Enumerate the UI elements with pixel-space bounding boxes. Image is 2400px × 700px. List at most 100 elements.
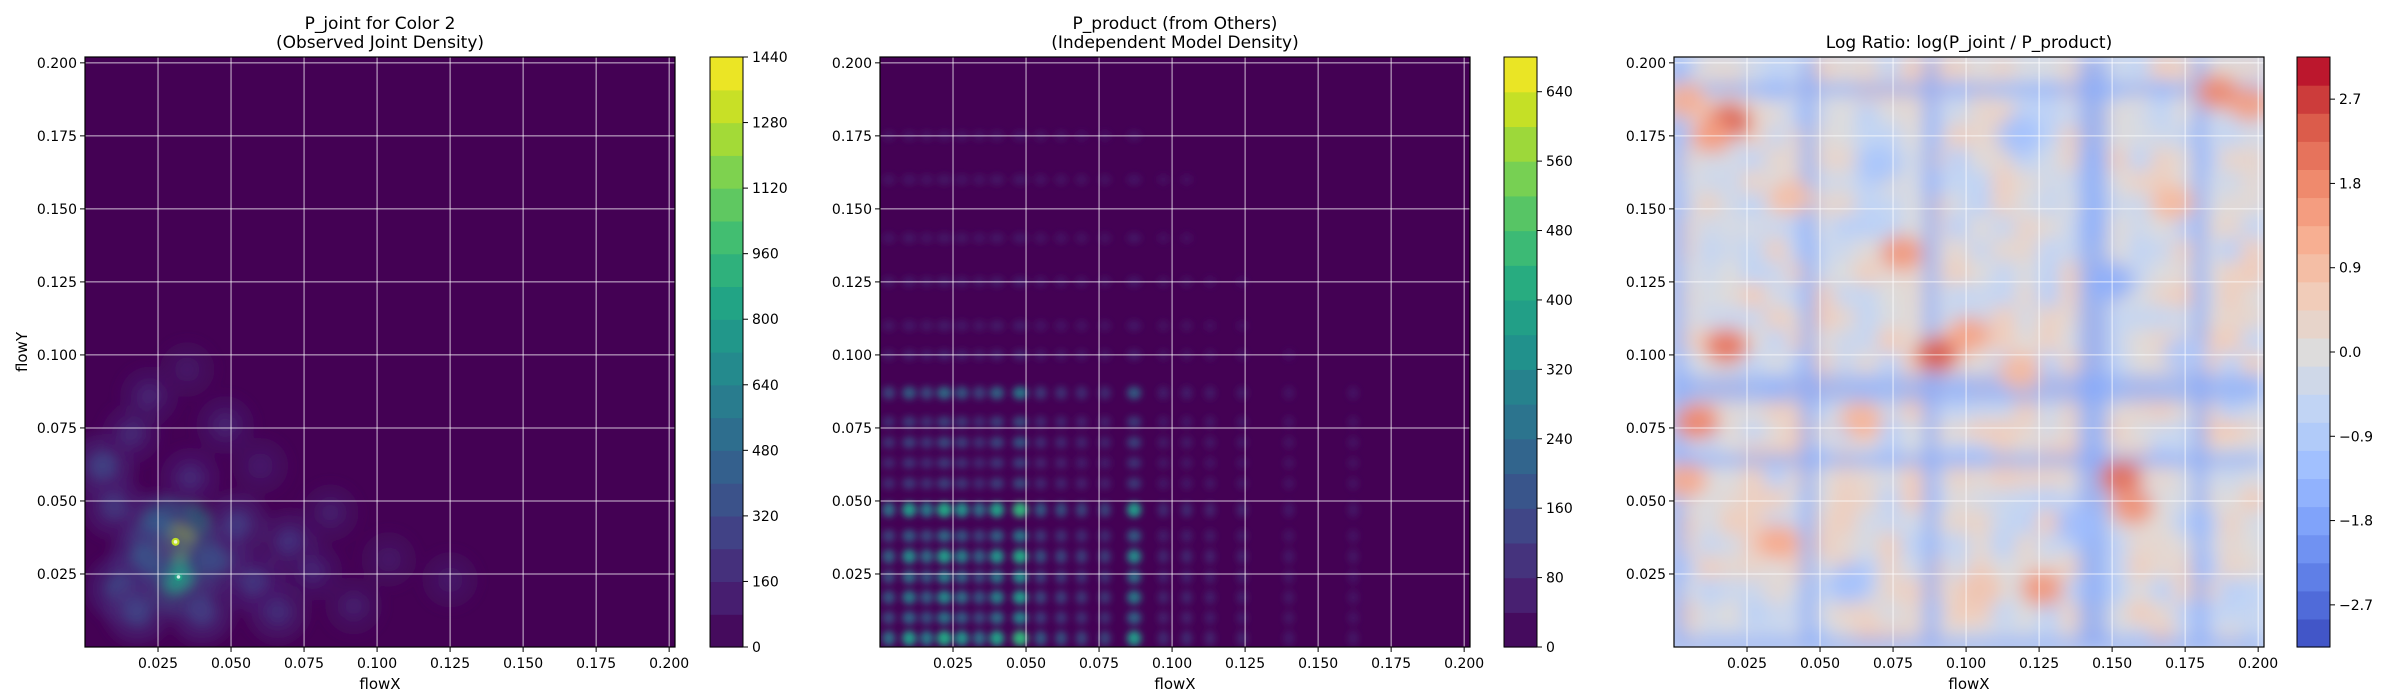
ratio-cell (1810, 465, 1834, 490)
panel-2-axes-frame (879, 56, 1471, 648)
ratio-cell (2241, 488, 2264, 512)
ratio-cell (2014, 488, 2039, 512)
density-blob (901, 232, 917, 244)
y-tick-label: 0.125 (832, 275, 872, 291)
y-tick-label: 0.050 (832, 494, 872, 510)
density-blob (317, 499, 344, 526)
colorbar-band (1504, 404, 1537, 440)
density-blob (1054, 569, 1068, 584)
ratio-cell (2127, 601, 2152, 626)
density-blob (1126, 436, 1142, 449)
ratio-cell (2150, 488, 2175, 512)
ratio-positive-blob (1947, 316, 1991, 353)
ratio-cell (1855, 102, 1880, 127)
ratio-cell (1946, 193, 1970, 217)
ratio-cell (2150, 578, 2175, 603)
colorbar-tick-label: 640 (1546, 85, 1573, 101)
ratio-cell (2014, 601, 2039, 626)
ratio-cell (2241, 125, 2264, 149)
ratio-cell (1742, 125, 1766, 149)
colorbar-band (1504, 577, 1537, 613)
density-blob (954, 232, 969, 244)
ratio-cell (2105, 170, 2129, 195)
density-blob (972, 416, 986, 429)
colorbar-band (1504, 334, 1537, 370)
ratio-cell (1719, 170, 1744, 195)
density-blob (1126, 477, 1142, 490)
y-tick-label: 0.025 (37, 567, 77, 583)
density-blob (1012, 477, 1029, 490)
density-blob (901, 416, 917, 429)
density-blob (1236, 549, 1248, 564)
panel-2-colorbar: 0 80 160 240 320 400 480 560 640 (1503, 56, 1573, 656)
ratio-cell (2059, 420, 2084, 444)
density-blob (1126, 386, 1142, 400)
density-blob (972, 630, 986, 646)
colorbar-band (710, 220, 743, 255)
ratio-cell (2059, 193, 2084, 217)
density-blob (1181, 386, 1193, 400)
density-blob (919, 610, 934, 625)
density-blob (1204, 610, 1216, 625)
colorbar-band (1504, 126, 1537, 162)
density-blob (919, 457, 934, 469)
density-blob (174, 357, 200, 383)
density-blob (1283, 529, 1295, 543)
density-blob (1157, 529, 1169, 543)
ratio-cell (2105, 352, 2129, 376)
density-blob (972, 610, 986, 625)
colorbar-band (2297, 506, 2330, 536)
density-blob (882, 529, 896, 543)
x-tick-label: 0.150 (2092, 656, 2132, 672)
ratio-cell (1764, 556, 1789, 580)
density-blob (1204, 457, 1216, 469)
ratio-cell (1764, 578, 1789, 603)
density-blob (901, 610, 917, 625)
ratio-cell (1855, 465, 1880, 490)
density-blob (901, 630, 917, 646)
density-blob (1181, 477, 1193, 490)
x-tick-label: 0.075 (1873, 656, 1913, 672)
x-tick-label: 0.125 (430, 656, 470, 672)
density-blob (1157, 610, 1169, 625)
ratio-cell (1764, 329, 1789, 353)
density-blob (1204, 477, 1216, 490)
ratio-cell (1900, 420, 1925, 444)
density-blob (1075, 610, 1088, 625)
density-blob (882, 502, 896, 518)
density-blob (1204, 436, 1216, 449)
ratio-cell (2014, 215, 2039, 240)
ratio-cell (2105, 215, 2129, 240)
ratio-cell (2037, 57, 2061, 81)
ratio-cell (1696, 488, 1721, 512)
ratio-cell (1832, 352, 1857, 376)
ratio-cell (2037, 510, 2061, 535)
density-blob (936, 569, 952, 584)
ratio-positive-blob (1996, 354, 2041, 391)
density-blob (901, 502, 917, 518)
ratio-cell (1855, 238, 1880, 263)
density-blob (936, 590, 952, 605)
ratio-cell (2218, 306, 2243, 331)
ratio-cell (1742, 556, 1766, 580)
density-blob (989, 590, 1005, 605)
ratio-cell (2014, 238, 2039, 263)
ratio-cell (1719, 57, 1744, 81)
density-blob (1126, 502, 1142, 518)
y-tick-label: 0.125 (37, 275, 77, 291)
density-blob (919, 529, 934, 543)
density-blob (882, 630, 896, 646)
ratio-band-horizontal (1674, 454, 2264, 467)
ratio-cell (2150, 601, 2175, 626)
density-blob (1054, 630, 1068, 646)
colorbar-tick-label: 80 (1546, 571, 1564, 587)
ratio-cell (2127, 420, 2152, 444)
density-blob (1098, 174, 1111, 185)
ratio-cell (1832, 102, 1857, 127)
panel-2-plot-area (880, 57, 1470, 647)
density-blob (954, 630, 969, 646)
x-tick-label: 0.200 (2238, 656, 2278, 672)
colorbar-band (1504, 91, 1537, 128)
ratio-cell (1900, 57, 1925, 81)
x-tick-label: 0.075 (284, 656, 324, 672)
